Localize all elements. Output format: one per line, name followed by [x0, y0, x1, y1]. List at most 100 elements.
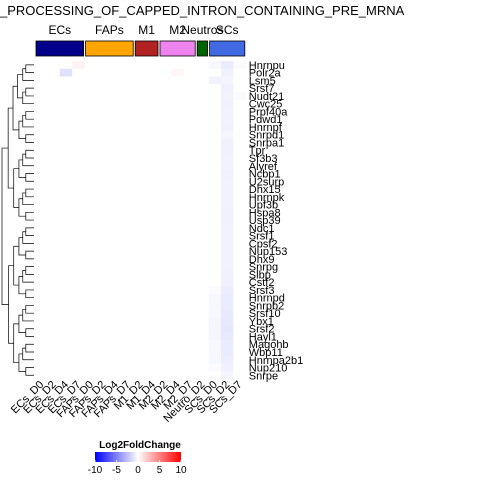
dendrogram-branch: [17, 74, 23, 99]
heatmap-cell: [109, 270, 123, 279]
heatmap-cell: [159, 161, 172, 170]
heatmap-cell: [233, 130, 247, 139]
heatmap-cell: [233, 84, 247, 93]
row-label: Polr2a: [249, 68, 282, 80]
heatmap-cell: [97, 348, 110, 357]
heatmap-cell: [97, 355, 110, 364]
heatmap-cell: [171, 231, 185, 240]
heatmap-cell: [146, 185, 160, 194]
dendrogram-branch: [25, 328, 34, 337]
heatmap-cell: [59, 324, 73, 333]
legend-tick-label: 0: [135, 465, 141, 476]
heatmap-cell: [208, 317, 222, 326]
row-label: Snrpg: [249, 262, 278, 274]
heatmap-cell: [171, 286, 185, 295]
heatmap-cell: [196, 332, 209, 341]
heatmap-cell: [121, 84, 135, 93]
heatmap-cell: [35, 192, 48, 201]
heatmap-cell: [97, 61, 110, 70]
heatmap-cell: [183, 301, 197, 310]
heatmap-cell: [221, 371, 234, 380]
heatmap-cell: [72, 76, 85, 85]
heatmap-cell: [59, 115, 73, 124]
heatmap-cell: [35, 123, 48, 132]
heatmap-cell: [35, 301, 48, 310]
dendrogram-branch: [22, 114, 34, 128]
heatmap-cell: [84, 123, 98, 132]
heatmap-cell: [221, 216, 234, 225]
heatmap-cell: [109, 92, 123, 101]
heatmap-cells: [35, 61, 247, 380]
heatmap-cell: [109, 332, 123, 341]
heatmap-cell: [121, 92, 135, 101]
heatmap-cell: [35, 107, 48, 116]
row-label: Snrpa1: [249, 137, 284, 149]
heatmap-cell: [35, 223, 48, 233]
heatmap-cell: [134, 161, 147, 170]
dendrogram-branch: [22, 68, 34, 81]
heatmap-cell: [208, 154, 222, 163]
heatmap-cell: [97, 169, 110, 178]
heatmap-cell: [84, 231, 98, 240]
heatmap-cell: [47, 177, 61, 186]
heatmap-cell: [146, 223, 160, 233]
heatmap-cell: [134, 270, 147, 279]
heatmap-cell: [121, 348, 135, 357]
heatmap-cell: [121, 115, 135, 124]
heatmap-cell: [59, 61, 73, 70]
heatmap-cell: [97, 107, 110, 116]
heatmap-cell: [59, 309, 73, 318]
heatmap-cell: [196, 270, 209, 279]
heatmap-cell: [59, 286, 73, 295]
heatmap-cell: [84, 255, 98, 264]
heatmap-cell: [72, 169, 85, 178]
heatmap-cell: [35, 309, 48, 318]
heatmap-cell: [208, 301, 222, 310]
heatmap-cell: [47, 138, 61, 147]
heatmap-cell: [146, 355, 160, 364]
group-label-faps: FAPs: [95, 23, 124, 37]
heatmap-cell: [221, 161, 234, 170]
heatmap-cell: [221, 255, 234, 264]
heatmap-cell: [47, 192, 61, 201]
heatmap-cell: [84, 278, 98, 287]
heatmap-cell: [233, 301, 247, 310]
heatmap-cell: [84, 286, 98, 295]
heatmap-cell: [97, 138, 110, 147]
heatmap-cell: [196, 340, 209, 349]
heatmap-cell: [72, 255, 85, 264]
heatmap-cell: [84, 84, 98, 93]
heatmap-cell: [159, 216, 172, 225]
heatmap-cell: [84, 363, 98, 372]
heatmap-cell: [196, 177, 209, 186]
heatmap-cell: [221, 107, 234, 116]
heatmap-cell: [233, 239, 247, 248]
heatmap-cell: [59, 363, 73, 372]
heatmap-cell: [171, 169, 185, 178]
heatmap-cell: [47, 216, 61, 225]
heatmap-cell: [72, 84, 85, 93]
heatmap-cell: [233, 371, 247, 380]
dendrogram-branch: [1, 147, 9, 305]
heatmap-cell: [233, 293, 247, 302]
heatmap-cell: [72, 262, 85, 271]
heatmap-cell: [97, 309, 110, 318]
heatmap-cell: [159, 115, 172, 124]
heatmap-cell: [208, 332, 222, 341]
heatmap-cell: [208, 99, 222, 108]
heatmap-cell: [233, 270, 247, 279]
heatmap-cell: [183, 286, 197, 295]
heatmap-cell: [134, 262, 147, 271]
heatmap-cell: [183, 177, 197, 186]
dendrogram-branch: [22, 153, 34, 167]
heatmap-cell: [35, 146, 48, 155]
heatmap-cell: [208, 123, 222, 132]
heatmap-cell: [196, 146, 209, 155]
heatmap-cell: [221, 231, 234, 240]
heatmap-cell: [35, 231, 48, 240]
heatmap-cell: [84, 355, 98, 364]
heatmap-cell: [159, 154, 172, 163]
heatmap-cell: [72, 216, 85, 225]
heatmap-cell: [233, 92, 247, 101]
row-label: Snrpe: [249, 370, 278, 382]
